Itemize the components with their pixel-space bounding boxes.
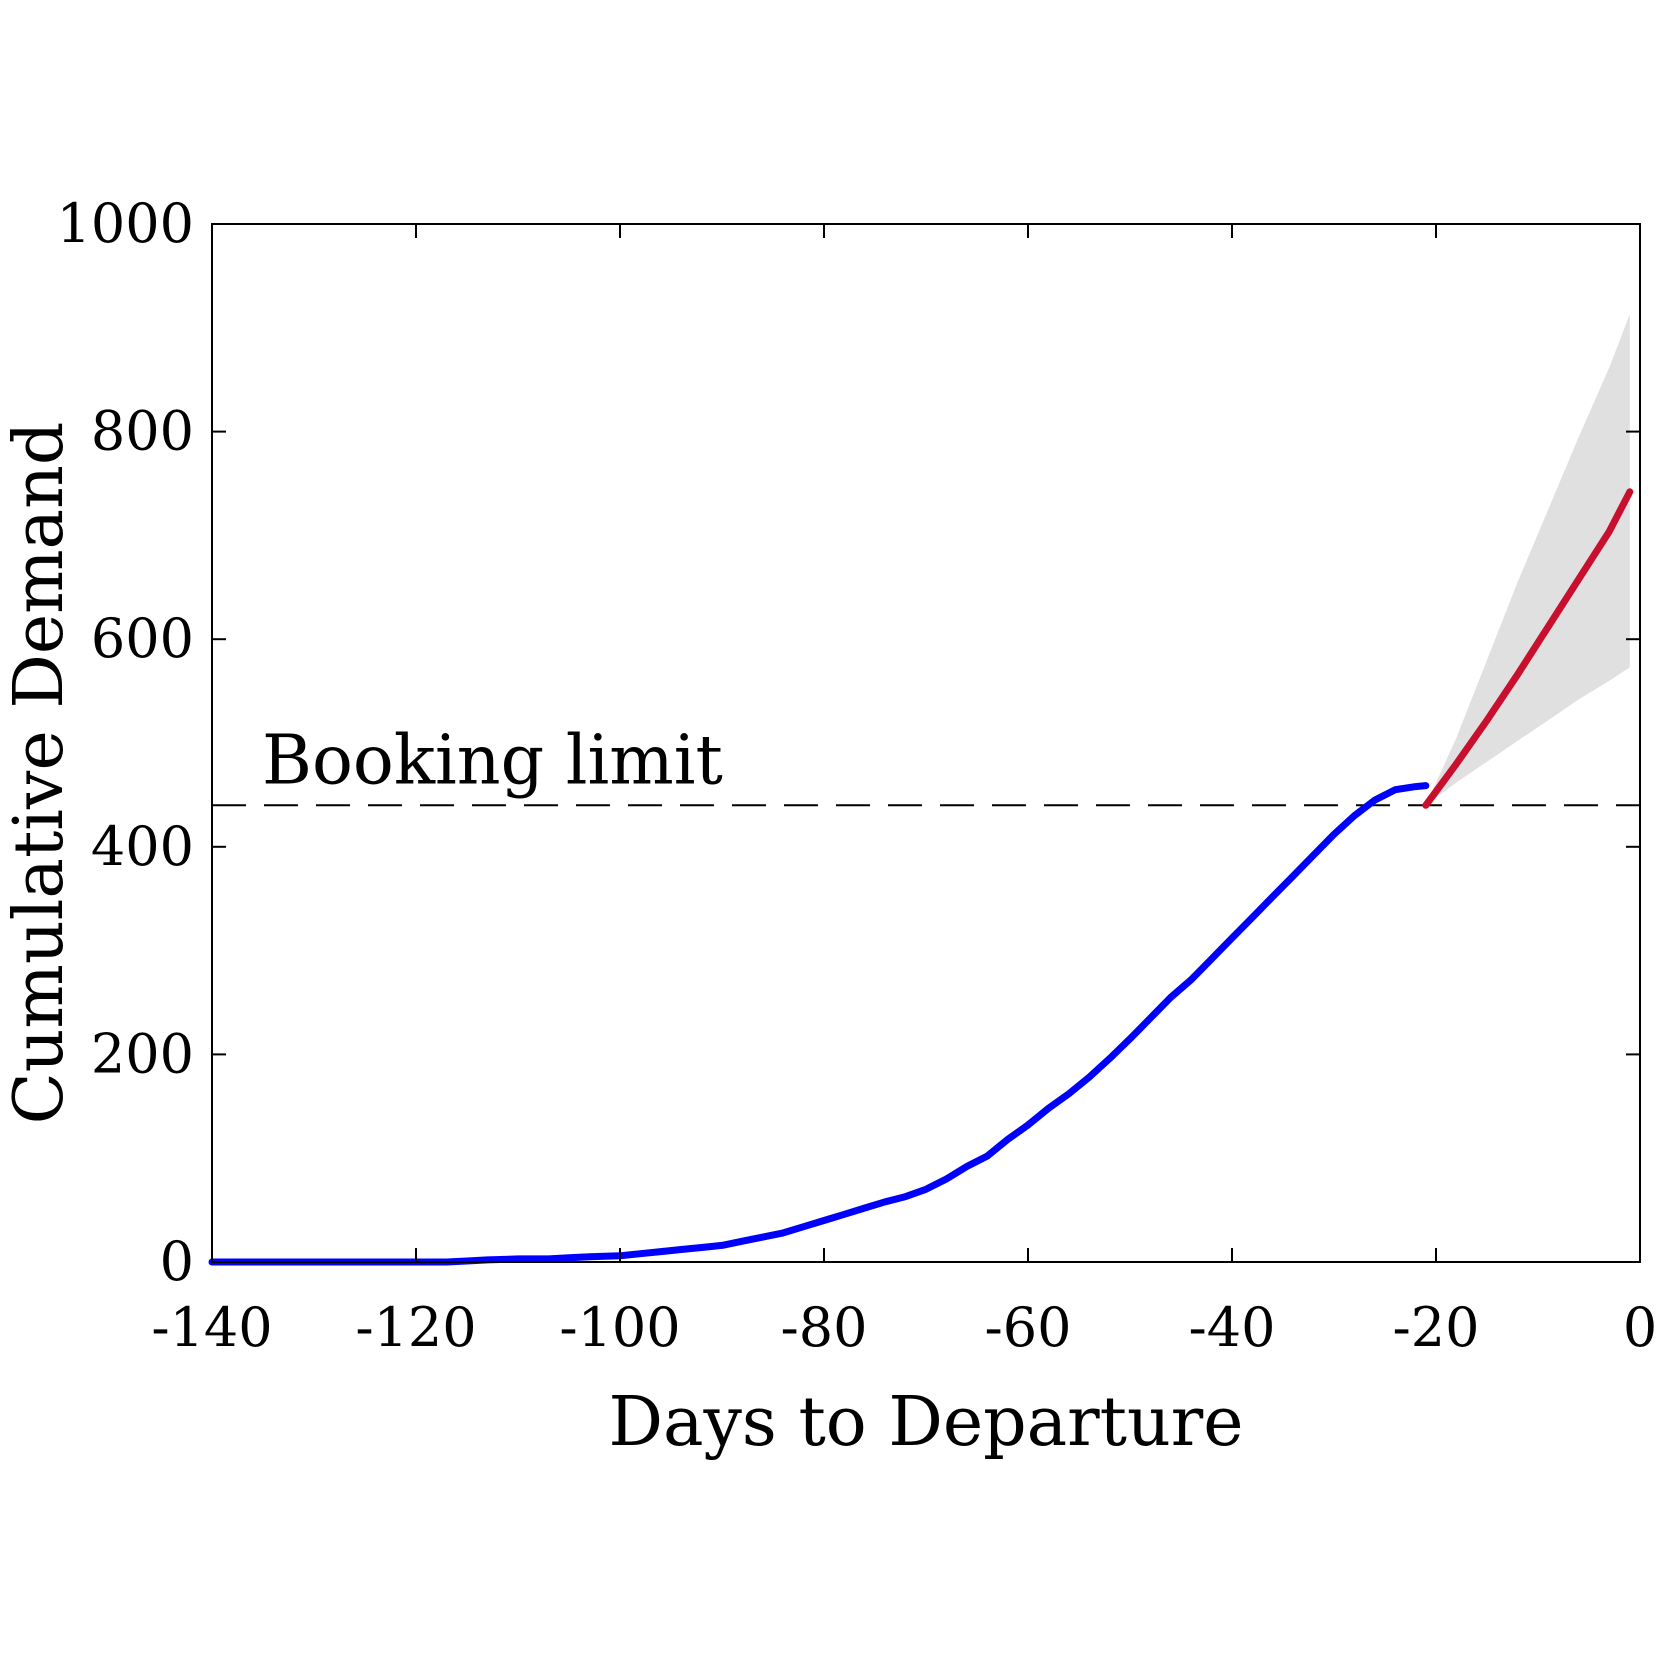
observed-series-line xyxy=(208,782,1430,1266)
y-tick-label: 800 xyxy=(91,400,194,463)
x-tick-label: -120 xyxy=(355,1296,476,1359)
forecast-confidence-band xyxy=(1425,314,1630,806)
y-axis-title: Cumulative Demand xyxy=(0,422,79,1125)
y-tick-label: 200 xyxy=(91,1022,194,1085)
x-tick-label: -60 xyxy=(985,1296,1072,1359)
x-axis-title: Days to Departure xyxy=(608,1383,1243,1462)
y-tick-label: 0 xyxy=(160,1230,194,1293)
plot-frame xyxy=(211,223,1641,1263)
forecast-band-layer xyxy=(1425,314,1630,806)
x-tick-label: -140 xyxy=(151,1296,272,1359)
forecast-series-line xyxy=(1422,488,1634,809)
axes-layer: -140 -120 -100 -80 -60 -40 -20 0 0 200 400 600 800 10… xyxy=(57,192,1658,1359)
x-tick-label: 0 xyxy=(1623,1296,1657,1359)
x-tick-label: -100 xyxy=(559,1296,680,1359)
x-tick-label: -80 xyxy=(781,1296,868,1359)
y-tick-label: 1000 xyxy=(57,192,194,255)
label-layer: Booking limit Days to Departure Cumulati… xyxy=(0,422,1244,1462)
x-tick-label: -20 xyxy=(1393,1296,1480,1359)
booking-limit-annotation: Booking limit xyxy=(262,721,723,800)
series-layer xyxy=(208,488,1634,1266)
y-tick-label: 400 xyxy=(91,815,194,878)
y-tick-label: 600 xyxy=(91,607,194,670)
x-tick-label: -40 xyxy=(1189,1296,1276,1359)
